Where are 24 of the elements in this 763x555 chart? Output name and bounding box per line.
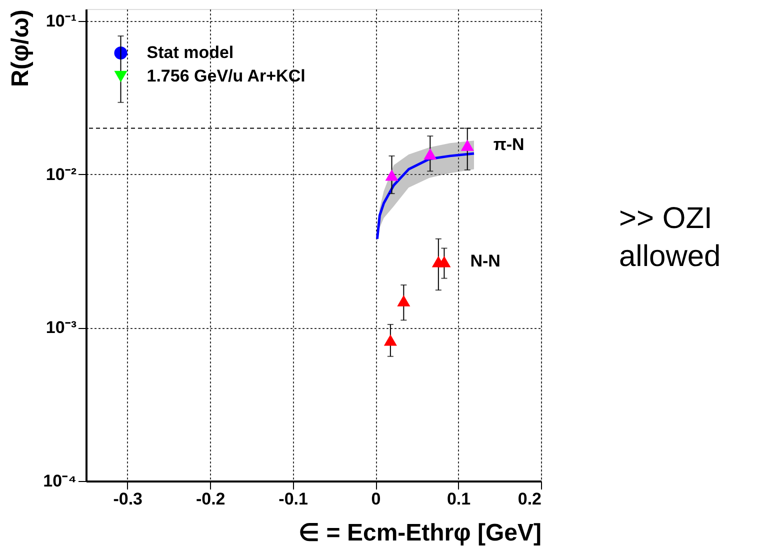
- point: [384, 334, 397, 346]
- x-tick-label: 0: [371, 490, 381, 508]
- x-tick-label: -0.1: [278, 490, 308, 508]
- series-label: 1.756 GeV/u Ar+KCl: [146, 66, 306, 86]
- point: [114, 70, 128, 82]
- y-tick-label: 10⁻¹: [46, 12, 77, 31]
- point: [460, 140, 474, 151]
- point: [424, 148, 437, 160]
- x-axis-title: ∈ = Ecm-Ethrφ [GeV]: [298, 520, 542, 546]
- point: [438, 256, 451, 268]
- point: [397, 295, 410, 306]
- y-tick-label: 10⁻³: [46, 318, 77, 338]
- point: [385, 169, 398, 181]
- series-label: π-N: [493, 135, 524, 154]
- x-tick-label: 0.2: [518, 490, 542, 508]
- y-tick-label: 10⁻²: [46, 164, 77, 184]
- series-label: Stat model: [146, 42, 234, 62]
- text: >> OZI allowed: [619, 202, 721, 273]
- y-tick-label: 10⁻⁴: [43, 472, 76, 490]
- y-axis-title: R(φ/ω): [7, 10, 34, 87]
- x-tick-label: -0.2: [196, 490, 226, 508]
- series-label: N-N: [470, 252, 500, 271]
- x-tick-label: -0.3: [113, 490, 143, 508]
- x-tick-label: 0.1: [446, 490, 471, 508]
